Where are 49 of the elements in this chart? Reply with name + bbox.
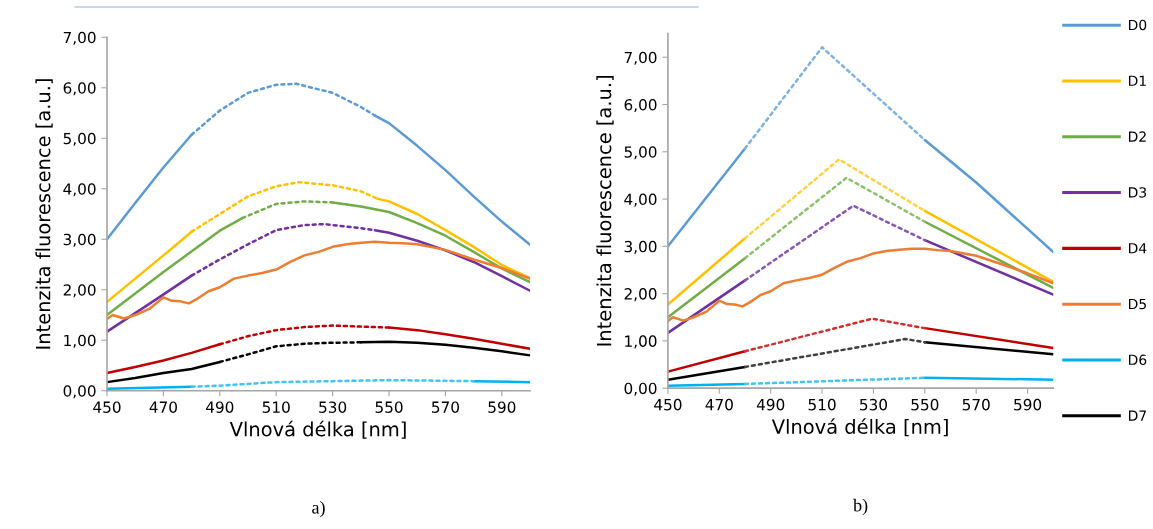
- x-tick-label: 470: [705, 398, 733, 411]
- y-tick-label: 1,00: [64, 334, 96, 348]
- x-tick-label: 450: [654, 398, 682, 411]
- legend-label: D0: [1129, 19, 1147, 31]
- x-tick-label: 550: [375, 401, 403, 413]
- y-tick-label: 1,00: [625, 335, 657, 349]
- legend-label: D3: [1129, 187, 1147, 198]
- x-tick-label: 570: [432, 401, 459, 413]
- x-axis-title: Vlnová délka [nm]: [771, 418, 948, 437]
- legend-label: D6: [1129, 354, 1147, 366]
- x-tick-label: 570: [962, 398, 990, 411]
- x-tick-label: 470: [149, 401, 177, 413]
- x-tick-label: 490: [205, 401, 234, 413]
- y-tick-label: 5,00: [63, 132, 96, 146]
- y-tick-label: 4,00: [63, 183, 96, 197]
- x-tick-label: 590: [488, 401, 516, 413]
- y-axis-title: Intenzita fluorescence [a.u.]: [35, 79, 53, 349]
- x-tick-label: 490: [756, 398, 785, 411]
- legend-label: D1: [1129, 75, 1146, 86]
- line-series: [190, 378, 475, 388]
- y-tick-label: 3,00: [63, 233, 96, 247]
- line-series: [107, 240, 531, 321]
- y-tick-label: 7,00: [63, 31, 96, 45]
- text: b): [853, 498, 868, 516]
- x-tick-label: 510: [262, 401, 290, 413]
- y-axis-title: Intenzita fluorescence [a.u.]: [596, 76, 614, 346]
- x-tick-label: 450: [93, 401, 121, 413]
- legend-label: D2: [1129, 131, 1146, 142]
- legend-label: D4: [1129, 243, 1147, 254]
- x-tick-label: 510: [808, 398, 836, 411]
- y-tick-label: 7,00: [624, 51, 657, 65]
- legend-label: D7: [1129, 410, 1146, 421]
- x-tick-label: 550: [911, 398, 939, 411]
- x-tick-label: 530: [860, 398, 888, 411]
- legend-label: D5: [1129, 298, 1146, 310]
- x-tick-label: 530: [319, 401, 347, 413]
- line-series: [667, 247, 1054, 323]
- y-tick-label: 0,00: [624, 382, 657, 396]
- y-tick-label: 2,00: [63, 284, 96, 298]
- y-tick-label: 2,00: [624, 288, 657, 302]
- x-axis-title: Vlnová délka [nm]: [229, 420, 406, 439]
- y-tick-label: 5,00: [624, 146, 657, 160]
- text: a): [312, 500, 325, 518]
- y-tick-label: 4,00: [624, 193, 657, 207]
- y-tick-label: 6,00: [63, 82, 96, 96]
- y-tick-label: 3,00: [624, 240, 657, 254]
- x-tick-label: 590: [1014, 398, 1042, 411]
- y-tick-label: 0,00: [63, 385, 96, 399]
- y-tick-label: 6,00: [624, 98, 657, 113]
